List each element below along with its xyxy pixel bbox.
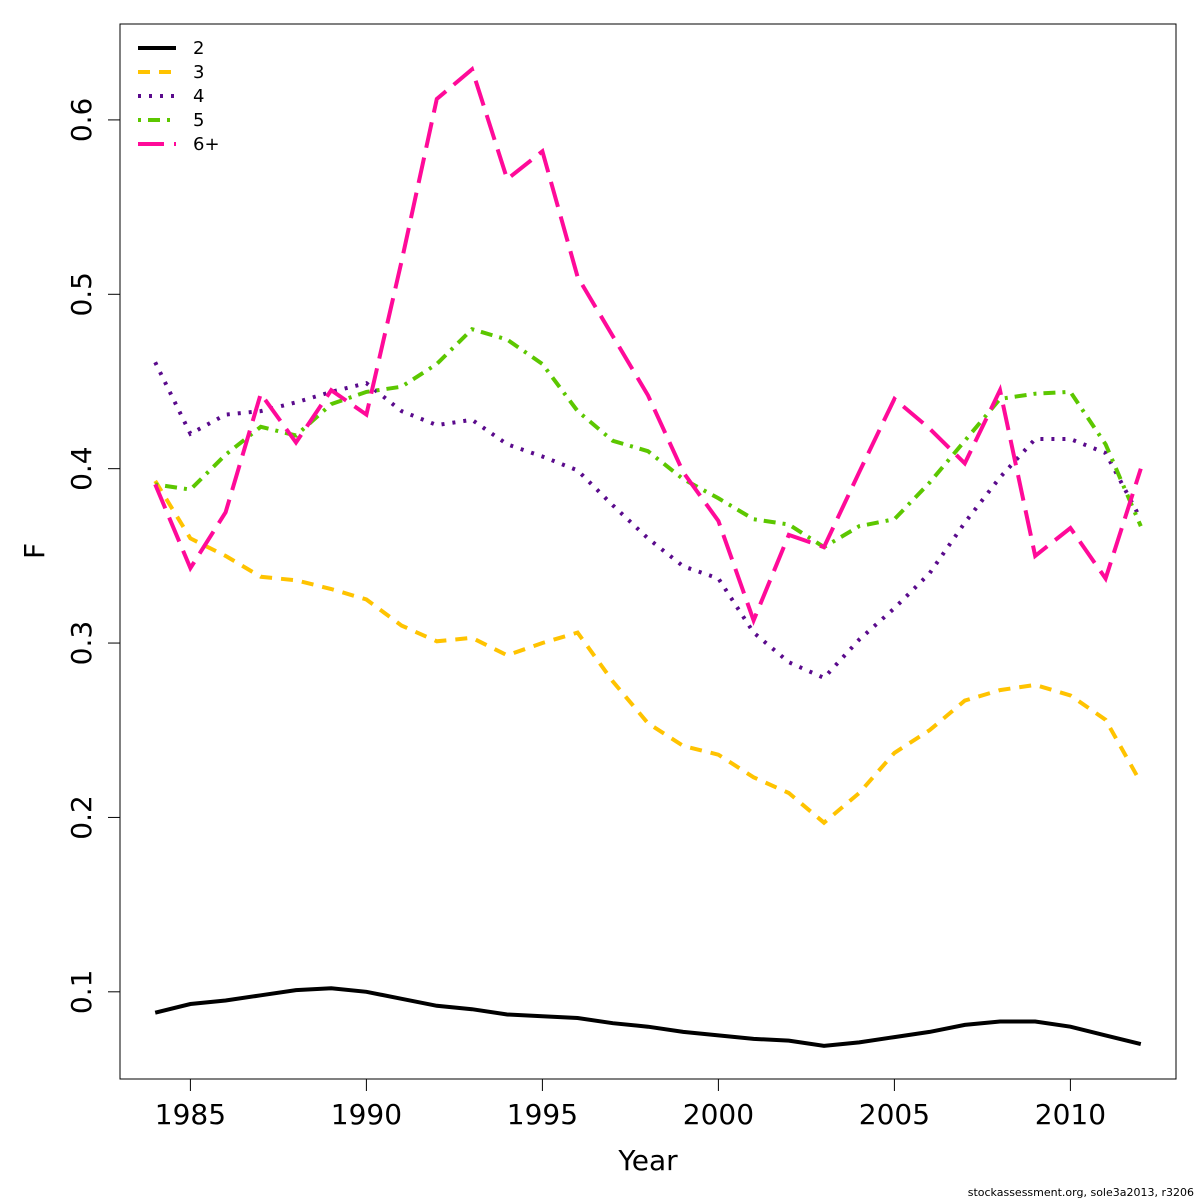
series-layer [153,65,1143,1048]
y-tick-label: 0.3 [65,621,98,666]
legend-label: 2 [193,38,204,59]
legend-label: 3 [193,62,204,83]
legend-label: 5 [193,110,204,131]
y-axis: 0.1 0.2 0.3 0.4 0.5 0.6 [65,98,121,1015]
y-tick-label: 0.1 [65,970,98,1015]
y-tick-label: 0.2 [65,795,98,840]
x-tick-label: 2000 [683,1098,754,1131]
y-tick-label: 0.5 [65,272,98,317]
x-tick-label: 1985 [155,1098,226,1131]
credit-text: stockassessment.org, sole3a2013, r3206 [968,1186,1194,1199]
legend-label: 4 [193,86,204,107]
y-axis-title: F [18,543,51,559]
series-line-5 [154,326,1143,550]
x-tick-label: 1995 [507,1098,578,1131]
y-tick-label: 0.6 [65,98,98,143]
x-axis-title: Year [617,1144,678,1177]
series-line-2 [154,986,1142,1048]
x-tick-label: 1990 [331,1098,402,1131]
y-tick-label: 0.4 [65,446,98,491]
series-line-6plus [153,65,1143,626]
x-tick-label: 2005 [859,1098,930,1131]
legend-label: 6+ [193,134,220,155]
legend: 2 3 4 5 6+ [138,38,220,155]
x-tick-label: 2010 [1035,1098,1106,1131]
x-axis: 1985 1990 1995 2000 2005 2010 [155,1078,1106,1131]
